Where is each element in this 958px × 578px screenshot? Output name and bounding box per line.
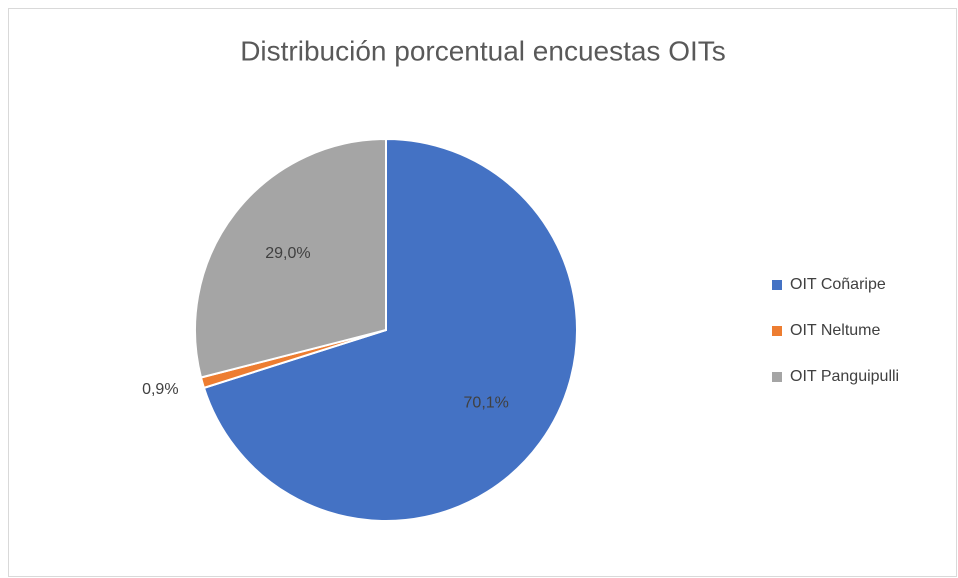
data-label: 0,9% [142,381,178,398]
legend-swatch [772,372,782,382]
data-label: 29,0% [265,245,310,262]
legend-label: OIT Panguipulli [790,368,899,385]
legend-swatch [772,326,782,336]
pie-slice [202,137,578,522]
legend-label: OIT Neltume [790,322,881,339]
pie-slice [194,137,387,379]
legend-swatch [772,280,782,290]
legend-label: OIT Coñaripe [790,276,886,293]
chart-title: Distribución porcentual encuestas OITs [240,35,726,66]
data-label: 70,1% [464,395,509,412]
